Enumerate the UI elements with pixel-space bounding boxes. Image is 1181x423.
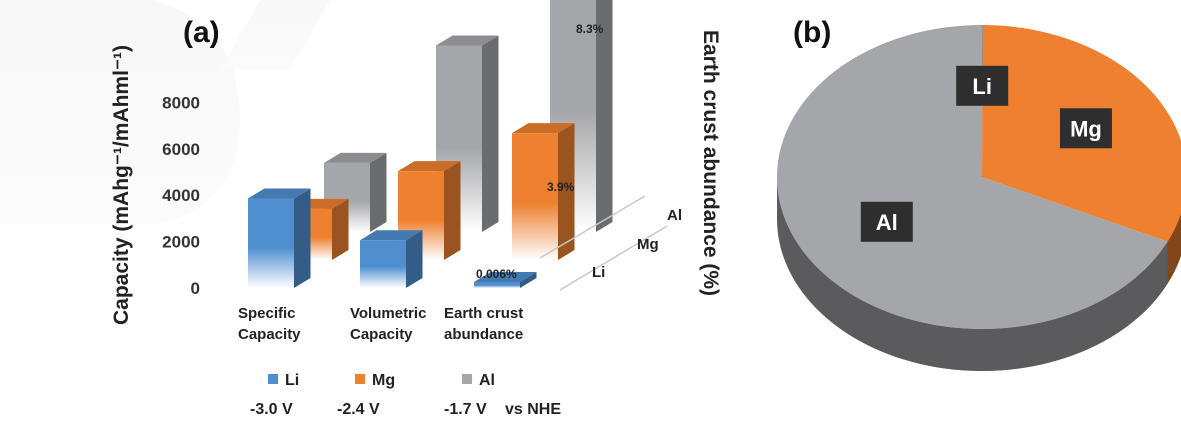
legend-label: Mg	[372, 372, 395, 389]
pie-label-text: Mg	[1070, 116, 1102, 141]
pie-label-text: Li	[972, 74, 992, 99]
pie-label-box	[860, 201, 913, 242]
pie-label-li: Li	[956, 65, 1009, 106]
y-tick-label: 4000	[162, 186, 200, 205]
legend-voltage: -1.7 V	[444, 401, 487, 418]
depth-label-mg: Mg	[637, 236, 659, 253]
watermark	[0, 0, 330, 225]
data-label-al: 8.3%	[576, 22, 604, 36]
legend-label: Li	[285, 372, 299, 389]
pie-label-box	[956, 65, 1009, 106]
bar-li-2	[360, 230, 423, 288]
legend: Li -3.0 V Mg -2.4 V Al -1.7 V	[250, 372, 495, 418]
panel-b-label: (b)	[793, 16, 831, 49]
y-tick-label: 6000	[162, 140, 200, 159]
y-tick-label: 8000	[162, 93, 200, 112]
category-label: Specific Capacity	[238, 305, 301, 343]
depth-axis: Li Mg Al	[539, 195, 682, 291]
pie-slice-al	[777, 25, 1168, 329]
legend-label: Al	[479, 372, 495, 389]
category-labels: Specific Capacity Volumetric Capacity Earth …	[238, 305, 523, 343]
pie-chart: Li Mg Al	[777, 25, 1181, 372]
legend-swatch	[355, 374, 365, 384]
data-label-mg: 3.9%	[547, 180, 575, 194]
y-axis-ticks: 0 2000 4000 6000 8000	[162, 93, 200, 298]
legend-swatch	[462, 374, 472, 384]
bar-li-3	[474, 272, 537, 288]
y-axis-label: Capacity (mAhg⁻¹/mAhml⁻¹)	[110, 45, 133, 325]
legend-voltage: -3.0 V	[250, 401, 293, 418]
depth-label-al: Al	[667, 207, 682, 224]
legend-item-li: Li -3.0 V	[250, 372, 299, 418]
pie-label-text: Al	[876, 210, 898, 235]
category-label: Volumetric Capacity	[350, 305, 426, 343]
bar-series: 0.006% 3.9% 8.3%	[248, 0, 613, 288]
pie-label-al: Al	[860, 201, 913, 242]
legend-item-al: Al -1.7 V	[444, 372, 495, 418]
depth-label-li: Li	[592, 264, 605, 281]
data-label-li: 0.006%	[476, 267, 517, 281]
category-label: Earth crust abundance	[444, 305, 523, 343]
bar-li-1	[248, 188, 311, 288]
pie-wall-mg	[1167, 213, 1181, 284]
pie-label-mg: Mg	[1059, 108, 1112, 149]
pie-label-box	[1059, 108, 1112, 149]
legend-swatch	[268, 374, 278, 384]
legend-item-mg: Mg -2.4 V	[337, 372, 395, 418]
y-tick-label: 0	[191, 279, 200, 298]
pie-wall-al	[777, 177, 1168, 372]
panel-a-label: (a)	[183, 16, 220, 49]
vs-nhe-label: vs NHE	[505, 401, 561, 418]
abundance-axis-label: Earth crust abundance (%)	[699, 30, 722, 296]
bar-mg-3	[512, 123, 575, 260]
y-tick-label: 2000	[162, 233, 200, 252]
legend-voltage: -2.4 V	[337, 401, 380, 418]
